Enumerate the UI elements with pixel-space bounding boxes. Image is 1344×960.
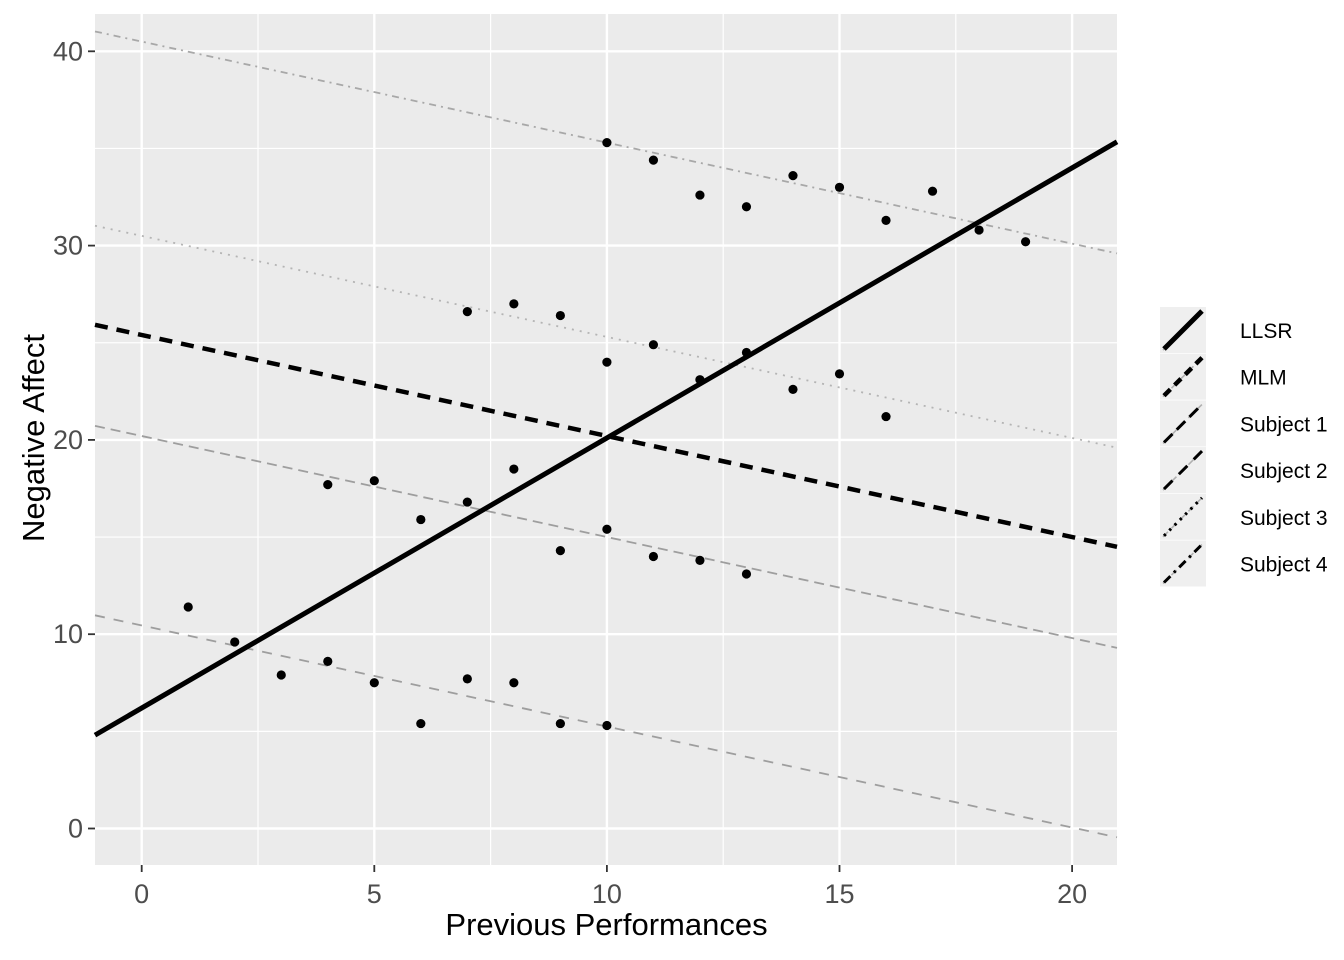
data-point-subject-2 bbox=[230, 637, 240, 647]
data-point-subject-4 bbox=[695, 190, 705, 200]
data-point-subject-3 bbox=[509, 299, 519, 309]
y-axis-title: Negative Affect bbox=[16, 334, 51, 542]
legend-key-line-llsr bbox=[1162, 309, 1204, 351]
data-point-subject-4 bbox=[741, 202, 752, 212]
data-point-subject-3 bbox=[648, 340, 659, 350]
data-point-subject-2 bbox=[369, 678, 379, 688]
legend-label-mlm: MLM bbox=[1240, 367, 1287, 390]
data-point-subject-3 bbox=[462, 307, 472, 317]
x-tick-label-20: 20 bbox=[1057, 879, 1087, 909]
data-point-subject-2 bbox=[555, 718, 565, 729]
data-point-subject-4 bbox=[788, 171, 798, 181]
data-point-subject-4 bbox=[1020, 237, 1031, 247]
x-axis-title: Previous Performances bbox=[445, 907, 768, 942]
data-point-subject-2 bbox=[276, 670, 286, 680]
legend-label-subject-1: Subject 1 bbox=[1240, 413, 1328, 436]
data-point-subject-2 bbox=[462, 674, 472, 684]
x-tick-label-5: 5 bbox=[367, 879, 382, 909]
y-tick-label-30: 30 bbox=[53, 231, 83, 261]
data-point-subject-4 bbox=[834, 182, 845, 192]
legend-key-line-subject-4 bbox=[1162, 543, 1204, 584]
data-point-subject-3 bbox=[741, 347, 752, 358]
data-point-subject-4 bbox=[602, 138, 612, 148]
y-tick-label-0: 0 bbox=[68, 814, 83, 844]
x-tick-label-0: 0 bbox=[134, 879, 149, 909]
data-point-subject-1 bbox=[555, 546, 565, 556]
data-point-subject-2 bbox=[183, 602, 193, 612]
data-point-subject-2 bbox=[323, 656, 333, 667]
data-point-subject-1 bbox=[695, 555, 705, 565]
y-tick-label-10: 10 bbox=[53, 619, 83, 649]
data-point-subject-3 bbox=[834, 369, 845, 379]
legend-label-subject-2: Subject 2 bbox=[1240, 460, 1328, 483]
legend-key-underlay-mlm bbox=[1162, 356, 1204, 398]
x-tick-label-10: 10 bbox=[592, 879, 622, 909]
legend-key-line-subject-1 bbox=[1162, 403, 1204, 444]
data-point-subject-1 bbox=[462, 497, 472, 507]
y-tick-label-40: 40 bbox=[53, 36, 83, 66]
data-point-subject-1 bbox=[369, 476, 379, 486]
data-point-subject-3 bbox=[555, 310, 565, 321]
legend-label-llsr: LLSR bbox=[1240, 320, 1293, 343]
y-tick-label-20: 20 bbox=[53, 425, 83, 455]
data-point-subject-3 bbox=[602, 357, 612, 367]
data-point-subject-4 bbox=[974, 225, 984, 235]
data-point-subject-1 bbox=[509, 464, 519, 474]
data-point-subject-4 bbox=[927, 186, 938, 196]
data-point-subject-1 bbox=[323, 479, 333, 490]
regression-line-llsr bbox=[93, 139, 1119, 738]
data-point-subject-3 bbox=[695, 375, 705, 385]
legend-label-subject-3: Subject 3 bbox=[1240, 507, 1328, 530]
data-point-subject-1 bbox=[741, 569, 752, 579]
regression-line-subject-4 bbox=[94, 30, 1118, 255]
data-point-subject-1 bbox=[602, 524, 612, 534]
data-point-subject-3 bbox=[788, 384, 798, 394]
legend-key-underlay-subject-3 bbox=[1162, 496, 1204, 538]
legend-key-line-mlm bbox=[1162, 356, 1204, 398]
data-point-subject-2 bbox=[602, 720, 612, 731]
regression-line-subject-1 bbox=[94, 424, 1118, 649]
legend-label-subject-4: Subject 4 bbox=[1240, 554, 1328, 577]
x-tick-label-15: 15 bbox=[824, 879, 854, 909]
legend-key-line-subject-2 bbox=[1162, 450, 1204, 491]
data-point-subject-2 bbox=[509, 678, 519, 688]
data-point-subject-1 bbox=[416, 514, 426, 525]
data-point-subject-1 bbox=[648, 551, 659, 562]
data-point-subject-3 bbox=[881, 411, 891, 422]
data-point-subject-4 bbox=[648, 155, 659, 165]
data-point-subject-4 bbox=[881, 215, 891, 225]
legend-key-line-subject-3 bbox=[1162, 496, 1204, 537]
data-point-subject-2 bbox=[416, 718, 426, 729]
